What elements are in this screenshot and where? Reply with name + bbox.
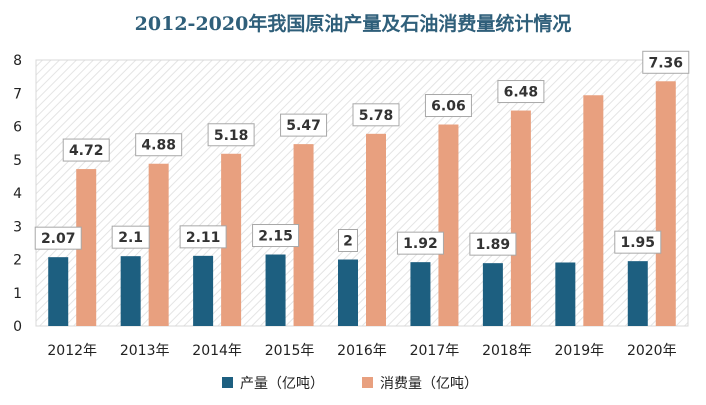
- data-label: 1.89: [476, 237, 511, 253]
- data-label-box: [352, 103, 400, 127]
- bar-consumption: [221, 153, 242, 326]
- legend-swatch-consumption: [362, 377, 373, 388]
- bar-consumption: [655, 81, 676, 326]
- data-label: 2.1: [118, 230, 143, 246]
- data-label: 1.92: [403, 236, 438, 252]
- legend-label-consumption: 消费量（亿吨）: [380, 376, 478, 392]
- data-labels: 2.07 4.72 2.1 4.88 2.11 5.18 2.15 5.47 2 5.78 1.92…: [34, 50, 690, 256]
- data-label-box: [280, 113, 328, 137]
- data-label-box: [179, 225, 227, 249]
- bar-production: [410, 262, 431, 326]
- data-label: 6.48: [504, 85, 539, 101]
- x-tick-label: 2013年: [120, 343, 170, 359]
- data-label-box: [614, 230, 662, 254]
- data-label: 2.11: [186, 230, 221, 246]
- x-axis: 2012年 2013年 2014年 2015年 2016年 2017年 2018年 2019年…: [47, 343, 676, 359]
- data-label-box: [469, 232, 517, 256]
- y-tick-label: 3: [13, 219, 22, 235]
- bar-consumption: [583, 95, 604, 327]
- x-tick-label: 2014年: [192, 343, 242, 359]
- data-label-box: [62, 138, 110, 162]
- data-label: 2.15: [258, 229, 293, 245]
- legend-swatch-production: [222, 377, 233, 388]
- y-tick-label: 6: [13, 120, 22, 136]
- bar-consumption: [438, 124, 459, 326]
- data-label-box: [396, 231, 444, 255]
- data-label-box: [135, 133, 183, 157]
- bar-consumption: [293, 144, 314, 326]
- legend-label-production: 产量（亿吨）: [240, 376, 324, 392]
- bar-consumption: [76, 169, 97, 326]
- bar-production: [48, 257, 69, 326]
- bar-production: [627, 261, 648, 326]
- data-label-box: [642, 50, 690, 74]
- bar-production: [482, 263, 503, 326]
- chart-title: 2012-2020年我国原油产量及石油消费量统计情况: [135, 12, 572, 35]
- y-tick-label: 2: [13, 253, 22, 269]
- data-label-box: [34, 226, 82, 250]
- bar-production: [338, 259, 358, 326]
- bar-production: [555, 262, 576, 326]
- y-tick-label: 7: [13, 86, 22, 102]
- x-tick-label: 2020年: [627, 343, 677, 359]
- x-tick-label: 2017年: [410, 343, 460, 359]
- y-tick-label: 0: [13, 319, 22, 335]
- bar-production: [193, 255, 214, 326]
- y-tick-label: 5: [13, 153, 22, 169]
- data-label: 6.06: [431, 99, 466, 115]
- y-axis: 0 1 2 3 4 5 6 7 8: [13, 53, 22, 335]
- x-tick-label: 2019年: [555, 343, 605, 359]
- data-label: 1.95: [621, 235, 656, 251]
- y-tick-label: 4: [13, 186, 22, 202]
- data-label: 5.78: [359, 108, 394, 124]
- bars: [48, 81, 676, 327]
- bar-consumption: [510, 110, 531, 326]
- data-label: 5.47: [286, 118, 321, 134]
- data-label: 4.72: [69, 143, 104, 159]
- bar-production: [265, 254, 286, 326]
- x-tick-label: 2016年: [337, 343, 387, 359]
- data-label-box: [338, 229, 358, 252]
- x-tick-label: 2015年: [265, 343, 315, 359]
- data-label: 5.18: [214, 128, 249, 144]
- y-tick-label: 8: [13, 53, 22, 69]
- data-label: 2.07: [41, 231, 76, 247]
- bar-production: [120, 256, 141, 326]
- data-label-box: [207, 123, 255, 147]
- data-label-box: [111, 225, 150, 249]
- x-tick-label: 2018年: [482, 343, 532, 359]
- data-label: 7.36: [649, 55, 684, 71]
- data-label: 2: [343, 234, 353, 250]
- x-tick-label: 2012年: [47, 343, 97, 359]
- data-label-box: [497, 80, 545, 104]
- bar-consumption: [366, 133, 386, 326]
- data-label-box: [424, 94, 472, 118]
- data-label-box: [252, 224, 300, 248]
- legend: 产量（亿吨） 消费量（亿吨）: [222, 376, 478, 392]
- data-label: 4.88: [141, 138, 176, 154]
- y-tick-label: 1: [13, 286, 22, 302]
- bar-consumption: [148, 163, 169, 326]
